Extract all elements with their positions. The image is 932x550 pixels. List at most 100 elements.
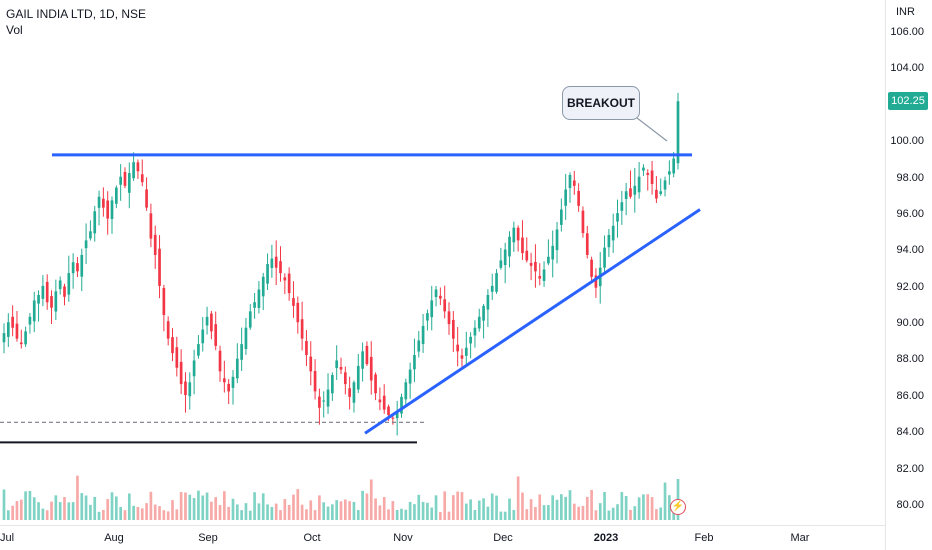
volume-bar — [54, 495, 58, 520]
candle-body — [218, 350, 222, 372]
candle-body — [629, 188, 632, 197]
time-axis[interactable]: Jul Aug Sep Oct Nov Dec 2023 Feb Mar — [0, 525, 885, 550]
volume-bar — [365, 493, 369, 520]
candle-body — [551, 245, 555, 260]
candle-body — [456, 344, 459, 352]
symbol-label: GAIL INDIA LTD, 1D, NSE — [6, 7, 147, 21]
volume-bar — [248, 510, 252, 520]
volume-bar — [421, 501, 425, 520]
volume-bar — [175, 509, 179, 520]
candle-body — [499, 260, 503, 268]
candle-body — [106, 200, 110, 219]
volume-bar — [400, 508, 403, 520]
candle-body — [296, 302, 300, 323]
candle-body — [443, 299, 447, 312]
chart-area[interactable]: GAIL INDIA LTD, 1D, NSE Vol BREAKOUT ⚡ — [0, 0, 885, 525]
candle-body — [58, 280, 62, 290]
candle-body — [110, 200, 114, 220]
candle-body — [421, 325, 425, 345]
candle-body — [188, 382, 192, 397]
volume-bar — [270, 506, 274, 520]
candle-body — [166, 321, 170, 339]
volume-bar — [110, 492, 114, 520]
volume-bar — [97, 511, 101, 520]
candle-body — [102, 198, 105, 208]
price-tick-label: 88.00 — [896, 353, 924, 366]
volume-bar — [45, 510, 49, 520]
candle-body — [45, 281, 49, 303]
candle-body — [210, 313, 213, 332]
price-axis[interactable]: INR 80.00 82.00 84.00 86.00 88.00 90.00 92.00 9… — [885, 0, 932, 550]
volume-bar — [166, 511, 170, 520]
candle-body — [391, 417, 395, 419]
candle-body — [231, 376, 235, 388]
volume-bar — [490, 493, 494, 520]
volume-bar — [114, 496, 118, 520]
candle-body — [11, 316, 14, 328]
candle-body — [581, 210, 585, 234]
volume-bar — [140, 508, 144, 520]
candle-body — [15, 323, 19, 339]
volume-bar — [343, 499, 347, 520]
candle-body — [171, 337, 174, 354]
candle-body — [607, 234, 611, 248]
candle-body — [637, 176, 641, 193]
volume-bar — [361, 490, 364, 520]
candle-body — [149, 213, 153, 239]
volume-bar — [616, 504, 619, 520]
lightning-icon[interactable]: ⚡ — [670, 499, 686, 515]
candle-body — [655, 189, 658, 199]
volume-bar — [171, 500, 174, 520]
volume-bar — [197, 490, 200, 520]
candle-body — [205, 316, 209, 326]
price-chart[interactable] — [0, 0, 885, 525]
candle-body — [620, 202, 624, 211]
candle-body — [495, 273, 498, 292]
candle-body — [560, 209, 563, 225]
volume-bar — [568, 490, 572, 520]
candle-body — [646, 172, 650, 175]
volume-bar — [547, 505, 550, 520]
candle-body — [585, 233, 589, 255]
candle-body — [309, 356, 313, 372]
volume-bar — [76, 475, 79, 520]
volume-bar — [426, 502, 429, 520]
candle-body — [603, 247, 606, 268]
candle-body — [469, 336, 472, 344]
candle-body — [668, 171, 671, 175]
time-tick-label: Dec — [493, 532, 513, 544]
volume-bar — [339, 501, 343, 520]
volume-bar — [292, 494, 295, 520]
volume-bar — [594, 510, 598, 520]
candle-body — [32, 300, 36, 322]
volume-bar — [127, 493, 131, 520]
candle-body — [387, 406, 390, 416]
candle-body — [223, 378, 226, 383]
volume-bar — [223, 491, 226, 520]
volume-bar — [158, 506, 161, 520]
candle-body — [361, 351, 364, 369]
volume-bar — [650, 497, 654, 520]
volume-bar — [153, 504, 157, 520]
time-tick-label: Mar — [790, 532, 810, 544]
candle-body — [89, 231, 92, 239]
candle-body — [400, 396, 403, 414]
volume-bar — [218, 505, 222, 520]
time-tick-label: Sep — [198, 532, 218, 544]
candle-body — [132, 162, 135, 179]
candle-body — [192, 360, 196, 377]
breakout-callout[interactable]: BREAKOUT — [562, 86, 640, 120]
volume-bar — [391, 501, 395, 520]
candle-body — [529, 262, 533, 266]
candle-body — [162, 287, 166, 315]
volume-bar — [620, 492, 624, 520]
time-tick-label: Feb — [694, 532, 714, 544]
volume-bar — [227, 506, 231, 520]
volume-bar — [106, 499, 110, 520]
volume-bar — [408, 501, 412, 520]
candle-body — [97, 196, 101, 208]
volume-bar — [235, 504, 239, 520]
volume-bar — [378, 505, 382, 520]
volume-bar — [672, 509, 676, 520]
volume-bar — [102, 510, 105, 520]
